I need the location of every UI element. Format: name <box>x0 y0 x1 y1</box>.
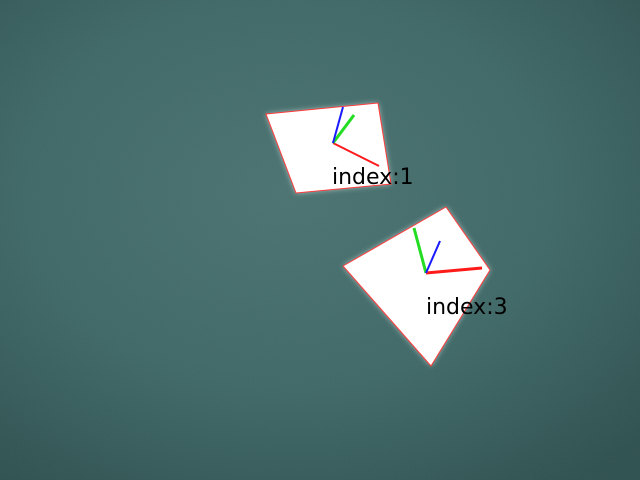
marker-3-axis-x <box>425 266 483 275</box>
marker-3: index:3 <box>342 206 508 367</box>
marker-3-label: index:3 <box>426 295 508 320</box>
marker-1-axis-z <box>332 106 344 144</box>
marker-3-axis-y <box>412 227 428 274</box>
marker-1-axis-x <box>332 142 380 167</box>
marker-3-axis-z <box>425 240 441 274</box>
marker-1: index:1 <box>265 102 414 194</box>
marker-1-card <box>265 102 392 194</box>
marker-3-card <box>342 206 491 367</box>
marker-1-label: index:1 <box>332 165 414 190</box>
marker-1-axis-y <box>331 114 356 144</box>
